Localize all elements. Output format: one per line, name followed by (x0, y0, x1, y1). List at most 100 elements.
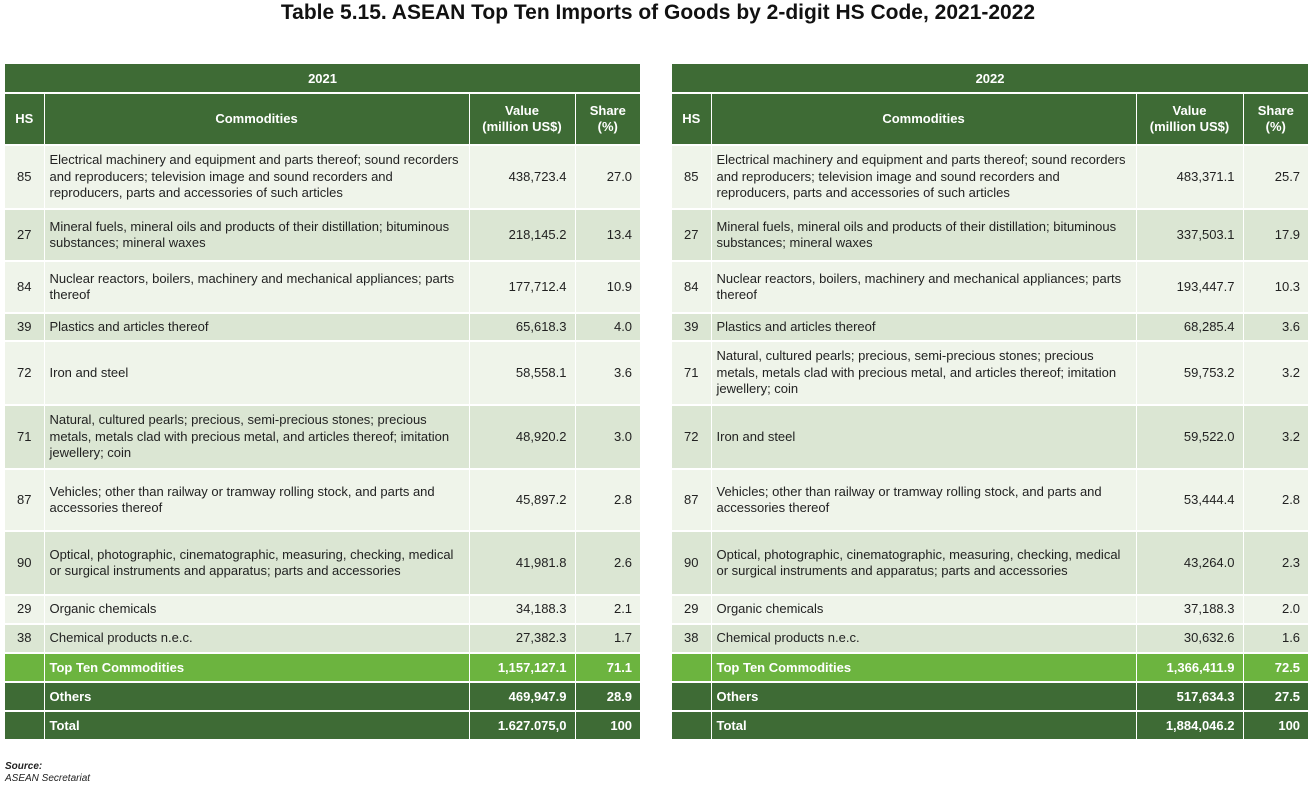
value-cell: 37,188.3 (1135, 594, 1243, 624)
others-row: Others 469,947.9 28.9 (5, 681, 641, 711)
hs-code-cell: 29 (5, 594, 44, 624)
value-column-header: Value (million US$) (1135, 93, 1243, 145)
value-cell: 59,753.2 (1135, 340, 1243, 405)
value-cell: 30,632.6 (1135, 623, 1243, 653)
value-cell: 193,447.7 (1135, 260, 1243, 313)
top-ten-row: Top Ten Commodities 1,366,411.9 72.5 (672, 652, 1309, 682)
value-cell: 438,723.4 (468, 144, 575, 209)
value-cell: 337,503.1 (1135, 208, 1243, 261)
table-row: 85 Electrical machinery and equipment and… (672, 144, 1309, 209)
commodity-cell: Mineral fuels, mineral oils and products… (43, 208, 469, 261)
value-cell: 41,981.8 (468, 530, 575, 595)
share-cell: 3.6 (574, 340, 641, 405)
commodity-cell: Iron and steel (710, 404, 1136, 469)
table-row: 72 Iron and steel 59,522.0 3.2 (672, 404, 1309, 469)
hs-code-cell: 27 (672, 208, 711, 261)
table-row: 71 Natural, cultured pearls; precious, se… (672, 340, 1309, 405)
table-row: 84 Nuclear reactors, boilers, machinery a… (5, 260, 641, 313)
hs-code-cell: 72 (5, 340, 44, 405)
share-cell: 71.1 (574, 652, 641, 682)
imports-table-2022: 2022 HS Commodities Value (million US$) S… (672, 64, 1309, 739)
value-cell: 1,366,411.9 (1135, 652, 1243, 682)
hs-code-cell (672, 681, 711, 711)
value-cell: 34,188.3 (468, 594, 575, 624)
summary-label-cell: Total (710, 710, 1136, 739)
value-cell: 43,264.0 (1135, 530, 1243, 595)
share-cell: 2.3 (1242, 530, 1309, 595)
hs-code-cell: 38 (5, 623, 44, 653)
share-cell: 3.2 (1242, 404, 1309, 469)
hs-code-cell: 27 (5, 208, 44, 261)
hs-code-cell (672, 710, 711, 739)
hs-code-cell: 38 (672, 623, 711, 653)
table-row: 72 Iron and steel 58,558.1 3.6 (5, 340, 641, 405)
source-label: Source: (5, 761, 43, 772)
share-cell: 2.0 (1242, 594, 1309, 624)
commodity-cell: Organic chemicals (43, 594, 469, 624)
imports-table-2021: 2021 HS Commodities Value (million US$) S… (5, 64, 641, 739)
total-row: Total 1,884,046.2 100 (672, 710, 1309, 739)
share-column-header: Share (%) (1242, 93, 1309, 145)
table-row: 90 Optical, photographic, cinematographic… (5, 530, 641, 595)
share-cell: 2.1 (574, 594, 641, 624)
share-cell: 3.6 (1242, 312, 1309, 341)
value-cell: 483,371.1 (1135, 144, 1243, 209)
share-cell: 1.6 (1242, 623, 1309, 653)
table-row: 84 Nuclear reactors, boilers, machinery a… (672, 260, 1309, 313)
commodity-cell: Iron and steel (43, 340, 469, 405)
hs-code-cell: 39 (672, 312, 711, 341)
table-body: 85 Electrical machinery and equipment and… (672, 144, 1309, 739)
hs-code-cell: 84 (672, 260, 711, 313)
value-cell: 53,444.4 (1135, 468, 1243, 531)
commodity-cell: Organic chemicals (710, 594, 1136, 624)
hs-code-cell: 29 (672, 594, 711, 624)
value-cell: 469,947.9 (468, 681, 575, 711)
value-cell: 1,884,046.2 (1135, 710, 1243, 739)
commodity-cell: Vehicles; other than railway or tramway … (710, 468, 1136, 531)
table-row: 85 Electrical machinery and equipment and… (5, 144, 641, 209)
value-cell: 177,712.4 (468, 260, 575, 313)
commodity-cell: Chemical products n.e.c. (43, 623, 469, 653)
value-cell: 68,285.4 (1135, 312, 1243, 341)
summary-label-cell: Top Ten Commodities (43, 652, 469, 682)
value-cell: 218,145.2 (468, 208, 575, 261)
value-cell: 58,558.1 (468, 340, 575, 405)
table-row: 87 Vehicles; other than railway or tramwa… (5, 468, 641, 531)
table-row: 38 Chemical products n.e.c. 27,382.3 1.7 (5, 623, 641, 653)
table-row: 27 Mineral fuels, mineral oils and produc… (672, 208, 1309, 261)
hs-code-cell: 87 (672, 468, 711, 531)
value-cell: 1,157,127.1 (468, 652, 575, 682)
table-row: 39 Plastics and articles thereof 68,285.4 3… (672, 312, 1309, 341)
hs-code-cell: 90 (672, 530, 711, 595)
table-row: 38 Chemical products n.e.c. 30,632.6 1.6 (672, 623, 1309, 653)
commodity-cell: Natural, cultured pearls; precious, semi… (710, 340, 1136, 405)
commodity-cell: Plastics and articles thereof (710, 312, 1136, 341)
top-ten-row: Top Ten Commodities 1,157,127.1 71.1 (5, 652, 641, 682)
commodity-cell: Electrical machinery and equipment and p… (43, 144, 469, 209)
share-cell: 4.0 (574, 312, 641, 341)
share-cell: 1.7 (574, 623, 641, 653)
hs-code-cell: 90 (5, 530, 44, 595)
total-row: Total 1.627.075,0 100 (5, 710, 641, 739)
others-row: Others 517,634.3 27.5 (672, 681, 1309, 711)
share-cell: 25.7 (1242, 144, 1309, 209)
value-cell: 59,522.0 (1135, 404, 1243, 469)
year-header: 2022 (672, 64, 1309, 94)
hs-code-cell: 85 (5, 144, 44, 209)
commodity-cell: Optical, photographic, cinematographic, … (710, 530, 1136, 595)
table-row: 29 Organic chemicals 34,188.3 2.1 (5, 594, 641, 624)
hs-code-cell: 85 (672, 144, 711, 209)
commodity-cell: Nuclear reactors, boilers, machinery and… (710, 260, 1136, 313)
value-cell: 65,618.3 (468, 312, 575, 341)
summary-label-cell: Total (43, 710, 469, 739)
share-cell: 100 (1242, 710, 1309, 739)
commodity-cell: Vehicles; other than railway or tramway … (43, 468, 469, 531)
value-cell: 27,382.3 (468, 623, 575, 653)
share-cell: 3.0 (574, 404, 641, 469)
share-cell: 100 (574, 710, 641, 739)
hs-column-header: HS (5, 93, 44, 145)
table-row: 27 Mineral fuels, mineral oils and produc… (5, 208, 641, 261)
share-cell: 13.4 (574, 208, 641, 261)
commodity-cell: Nuclear reactors, boilers, machinery and… (43, 260, 469, 313)
share-cell: 17.9 (1242, 208, 1309, 261)
